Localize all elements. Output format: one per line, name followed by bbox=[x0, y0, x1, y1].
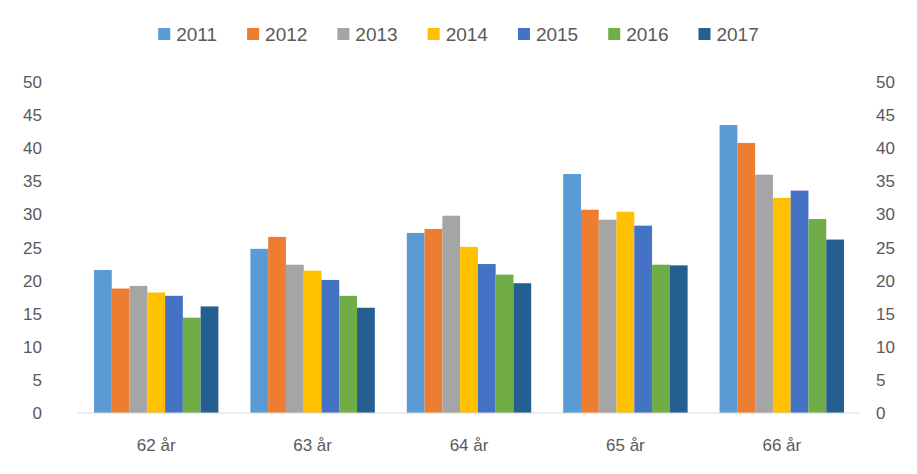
legend-label: 2011 bbox=[176, 24, 217, 45]
bar bbox=[670, 265, 688, 413]
y-tick-label: 25 bbox=[23, 239, 42, 258]
bar bbox=[773, 198, 791, 413]
y2-tick-label: 5 bbox=[876, 371, 885, 390]
bar bbox=[634, 226, 652, 413]
legend-swatch bbox=[158, 28, 170, 40]
bar bbox=[513, 283, 531, 413]
y2-tick-label: 15 bbox=[876, 305, 895, 324]
y2-tick-label: 10 bbox=[876, 338, 895, 357]
bar bbox=[737, 143, 755, 413]
y2-tick-label: 30 bbox=[876, 205, 895, 224]
y2-tick-label: 50 bbox=[876, 73, 895, 92]
bar bbox=[460, 247, 478, 413]
y-tick-label: 50 bbox=[23, 73, 42, 92]
legend-swatch bbox=[518, 28, 530, 40]
bar bbox=[268, 237, 286, 413]
y-tick-label: 20 bbox=[23, 272, 42, 291]
y-tick-label: 30 bbox=[23, 205, 42, 224]
bar bbox=[720, 125, 738, 413]
legend-swatch bbox=[428, 28, 440, 40]
bar bbox=[478, 264, 496, 413]
bar bbox=[130, 286, 148, 413]
bar bbox=[755, 175, 773, 413]
bar bbox=[617, 212, 635, 413]
y2-tick-label: 25 bbox=[876, 239, 895, 258]
y-tick-label: 5 bbox=[33, 371, 42, 390]
x-tick-label: 65 år bbox=[606, 436, 645, 455]
y-tick-label: 35 bbox=[23, 172, 42, 191]
bar bbox=[112, 289, 130, 413]
x-tick-label: 64 år bbox=[450, 436, 489, 455]
y2-tick-label: 0 bbox=[876, 404, 885, 423]
legend: 2011 2012 2013 2014 2015 2016 2017 bbox=[158, 24, 759, 45]
bar bbox=[652, 265, 670, 413]
bar bbox=[563, 174, 581, 413]
legend-swatch bbox=[608, 28, 620, 40]
bar bbox=[599, 220, 617, 413]
x-tick-label: 66 år bbox=[762, 436, 801, 455]
bar bbox=[250, 249, 268, 413]
legend-label: 2014 bbox=[446, 24, 489, 45]
bar bbox=[165, 296, 183, 413]
chart-svg: 0 0 5 5 10 10 15 15 20 20 25 25 30 30 35 35 40 40 45 45 50 50… bbox=[0, 0, 917, 474]
bar bbox=[304, 271, 322, 413]
bar bbox=[791, 191, 809, 413]
bar bbox=[808, 219, 826, 413]
legend-swatch bbox=[337, 28, 349, 40]
bar bbox=[147, 293, 165, 413]
x-tick-label: 62 år bbox=[137, 436, 176, 455]
y-tick-label: 10 bbox=[23, 338, 42, 357]
bar bbox=[339, 296, 357, 413]
chart-container: 0 0 5 5 10 10 15 15 20 20 25 25 30 30 35 35 40 40 45 45 50 50… bbox=[0, 0, 917, 474]
legend-label: 2012 bbox=[265, 24, 307, 45]
legend-label: 2017 bbox=[716, 24, 758, 45]
bars bbox=[94, 125, 844, 413]
y-tick-label: 40 bbox=[23, 139, 42, 158]
x-axis-line bbox=[78, 413, 860, 414]
y2-tick-label: 40 bbox=[876, 139, 895, 158]
bar bbox=[286, 265, 304, 413]
bar bbox=[581, 210, 599, 413]
legend-label: 2015 bbox=[536, 24, 578, 45]
y2-tick-label: 45 bbox=[876, 106, 895, 125]
legend-label: 2013 bbox=[355, 24, 397, 45]
bar bbox=[201, 306, 219, 413]
legend-swatch bbox=[698, 28, 710, 40]
legend-label: 2016 bbox=[626, 24, 668, 45]
y-tick-label: 0 bbox=[33, 404, 42, 423]
y2-tick-label: 35 bbox=[876, 172, 895, 191]
y-tick-label: 15 bbox=[23, 305, 42, 324]
bar bbox=[94, 270, 112, 413]
bar bbox=[425, 229, 443, 413]
background bbox=[0, 0, 917, 474]
bar bbox=[826, 240, 844, 413]
x-tick-label: 63 år bbox=[293, 436, 332, 455]
bar bbox=[183, 318, 201, 413]
y-tick-label: 45 bbox=[23, 106, 42, 125]
y2-tick-label: 20 bbox=[876, 272, 895, 291]
bar bbox=[496, 275, 514, 413]
bar bbox=[407, 233, 425, 413]
bar bbox=[442, 216, 460, 413]
legend-swatch bbox=[247, 28, 259, 40]
bar bbox=[357, 308, 375, 413]
bar bbox=[321, 280, 339, 413]
